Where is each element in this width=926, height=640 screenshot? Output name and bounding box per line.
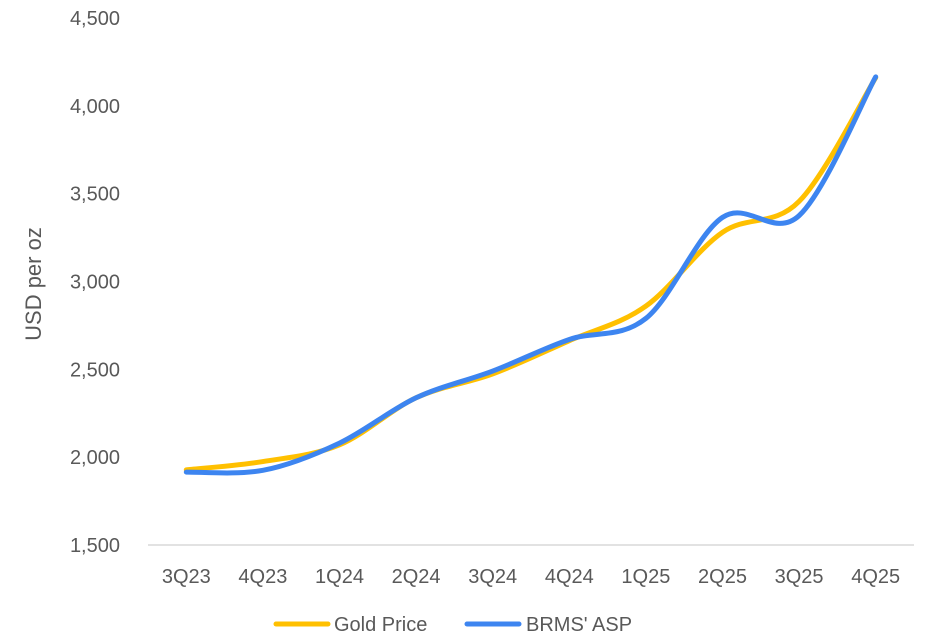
x-tick-label: 4Q23 [238, 566, 287, 588]
y-tick-label: 3,500 [70, 184, 120, 206]
y-axis-title: USD per oz [21, 227, 46, 341]
series-line-brms-asp [183, 74, 879, 476]
series-line-gold-price [183, 75, 879, 473]
legend-item-brms-asp: BRMS' ASP [464, 614, 632, 636]
legend-item-gold-price: Gold Price [273, 614, 427, 636]
x-tick-labels: 3Q23 4Q23 1Q24 2Q24 3Q24 4Q24 1Q25 2Q25 3Q25 4Q25 [162, 566, 900, 588]
series-lines [183, 74, 879, 476]
legend-label: BRMS' ASP [526, 614, 632, 636]
x-tick-label: 2Q25 [698, 566, 747, 588]
y-tick-label: 2,500 [70, 359, 120, 381]
y-tick-label: 1,500 [70, 535, 120, 557]
x-tick-label: 4Q25 [851, 566, 900, 588]
x-tick-label: 2Q24 [392, 566, 441, 588]
y-tick-labels: 1,500 2,000 2,500 3,000 3,500 4,000 4,500 [70, 8, 120, 557]
y-tick-label: 4,000 [70, 96, 120, 118]
x-tick-label: 1Q25 [621, 566, 670, 588]
x-tick-label: 1Q24 [315, 566, 364, 588]
legend-label: Gold Price [334, 614, 427, 636]
x-tick-label: 3Q25 [775, 566, 824, 588]
x-tick-label: 4Q24 [545, 566, 594, 588]
x-tick-label: 3Q23 [162, 566, 211, 588]
y-tick-label: 2,000 [70, 447, 120, 469]
x-tick-label: 3Q24 [468, 566, 517, 588]
y-tick-label: 4,500 [70, 8, 120, 30]
legend: Gold Price BRMS' ASP [273, 614, 632, 636]
y-tick-label: 3,000 [70, 272, 120, 294]
